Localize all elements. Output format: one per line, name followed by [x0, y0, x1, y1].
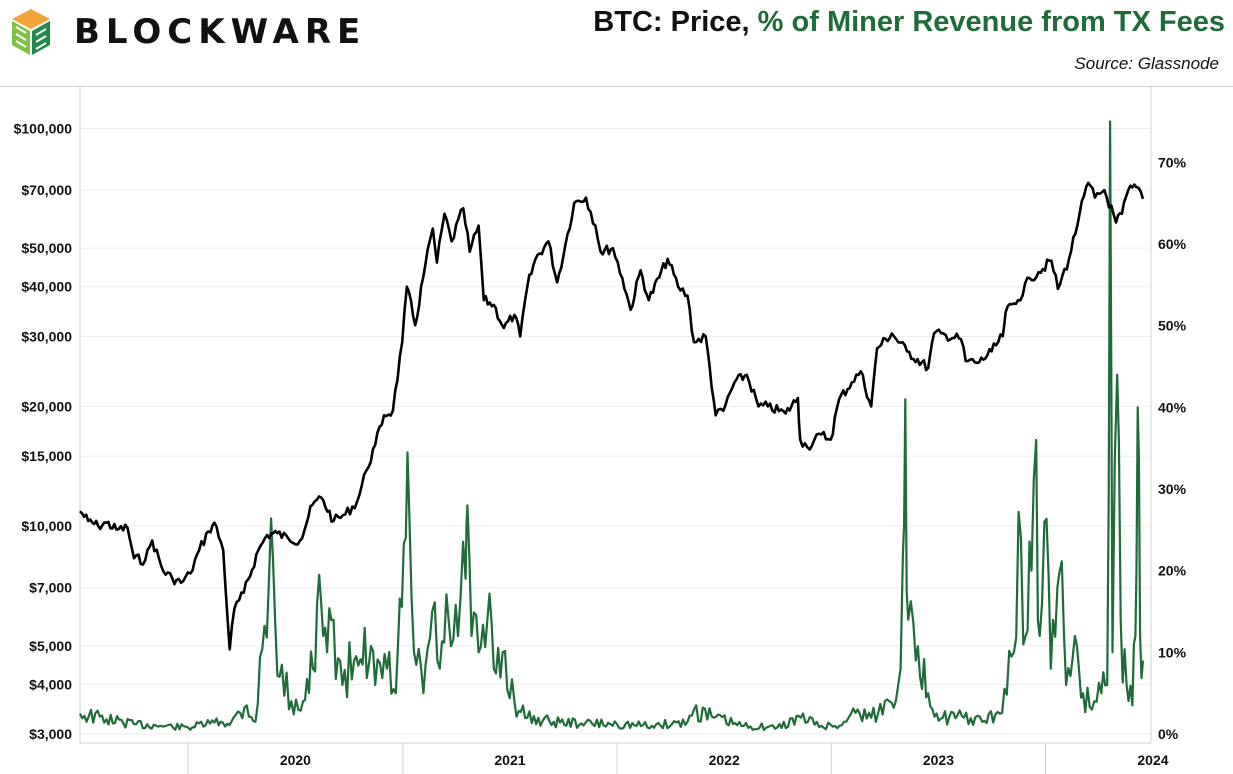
left-tick-label: $3,000 — [29, 726, 72, 742]
left-tick-label: $100,000 — [14, 120, 73, 136]
left-tick-label: $5,000 — [29, 638, 72, 654]
left-tick-label: $70,000 — [21, 182, 72, 198]
header: BLOCKWARE BTC: Price, % of Miner Revenue… — [0, 0, 1233, 86]
x-tick-label: 2022 — [709, 752, 740, 768]
left-tick-label: $15,000 — [21, 448, 72, 464]
left-tick-label: $4,000 — [29, 676, 72, 692]
x-tick-label: 2020 — [280, 752, 311, 768]
right-tick-label: 70% — [1158, 154, 1187, 170]
left-tick-label: $40,000 — [21, 279, 72, 295]
price-fee-chart: $3,000 $4,000 $5,000 $7,000 $10,000 $15,000 $2… — [14, 87, 1187, 774]
series-lines — [79, 120, 1145, 732]
left-axis-ticks: $3,000 $4,000 $5,000 $7,000 $10,000 $15,000 $2… — [14, 120, 73, 742]
chart-title-fees: % of Miner Revenue from TX Fees — [757, 6, 1225, 38]
blockware-cube-icon — [12, 9, 50, 55]
header-divider — [0, 86, 1233, 87]
brand-logo: BLOCKWARE — [10, 6, 366, 58]
x-tick-label: 2024 — [1137, 752, 1168, 768]
x-tick-label: 2021 — [494, 752, 525, 768]
right-tick-label: 0% — [1158, 726, 1179, 742]
btc-price-line — [79, 181, 1145, 651]
left-tick-label: $20,000 — [21, 398, 72, 414]
right-tick-label: 10% — [1158, 644, 1187, 660]
right-tick-label: 50% — [1158, 318, 1187, 334]
right-tick-label: 40% — [1158, 399, 1187, 415]
x-tick-label: 2023 — [923, 752, 954, 768]
axes — [79, 87, 1152, 744]
right-tick-label: 60% — [1158, 236, 1187, 252]
left-tick-label: $7,000 — [29, 580, 72, 596]
fee-share-line — [79, 120, 1145, 732]
left-tick-label: $50,000 — [21, 240, 72, 256]
left-tick-label: $30,000 — [21, 328, 72, 344]
chart-title: BTC: Price, % of Miner Revenue from TX F… — [593, 6, 1225, 39]
right-tick-label: 20% — [1158, 563, 1187, 579]
right-axis-ticks: 0% 10% 20% 30% 40% 50% 60% 70% — [1158, 154, 1187, 742]
source-note: Source: Glassnode — [1074, 54, 1219, 73]
left-tick-label: $10,000 — [21, 518, 72, 534]
gridlines — [80, 127, 1151, 735]
chart-title-price: BTC: Price, — [593, 6, 750, 38]
x-axis-ticks: 2020 2021 2022 2023 2024 — [187, 743, 1169, 774]
right-tick-label: 30% — [1158, 481, 1187, 497]
brand-name: BLOCKWARE — [74, 12, 367, 52]
